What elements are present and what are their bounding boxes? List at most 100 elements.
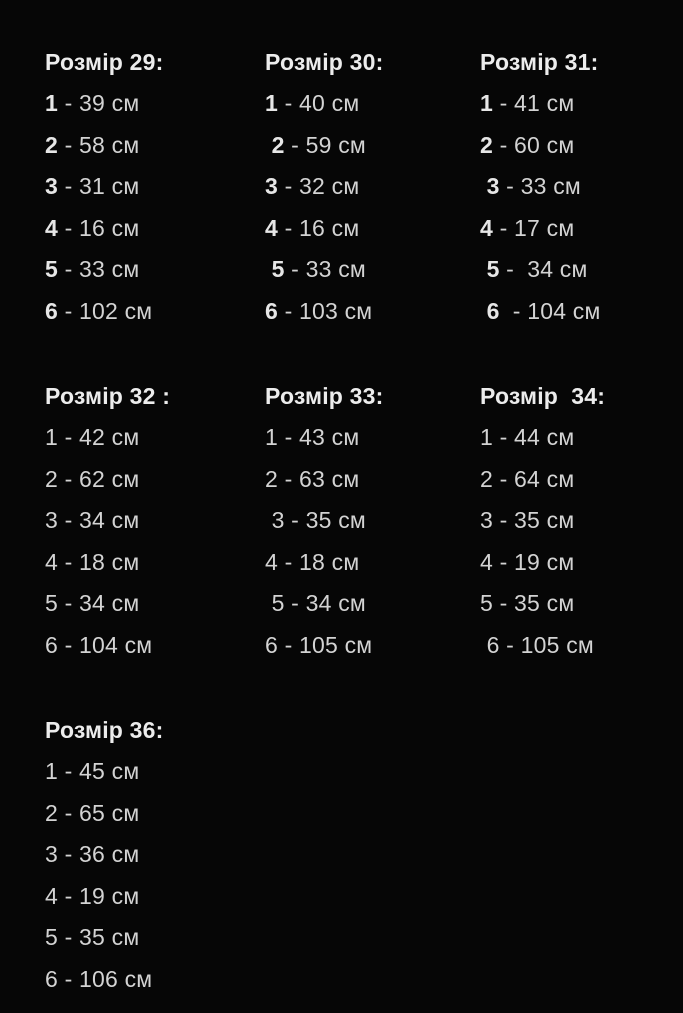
measurement-number: 2 — [45, 465, 58, 492]
measurement-row: 2 - 63 см — [265, 459, 480, 501]
measurement-value: - 40 см — [278, 90, 360, 116]
measurement-number: 6 — [480, 631, 500, 658]
measurement-row: 1 - 41 см — [480, 83, 683, 125]
size-group-31: Розмір 31: 1 - 41 см 2 - 60 см 3 - 33 см… — [480, 42, 683, 332]
measurement-number: 5 — [45, 590, 58, 616]
measurement-number: 6 — [45, 631, 58, 658]
measurement-number: 2 — [265, 465, 278, 492]
size-group-34: Розмір 34: 1 - 44 см 2 - 64 см 3 - 35 см… — [480, 376, 683, 666]
measurement-value: - 32 см — [278, 173, 360, 199]
measurement-value: - 65 см — [58, 799, 140, 826]
measurement-value: - 33 см — [58, 256, 140, 282]
measurement-row: 2 - 60 см — [480, 125, 683, 167]
size-group-29: Розмір 29: 1 - 39 см 2 - 58 см 3 - 31 см… — [45, 42, 265, 332]
measurement-number: 6 — [45, 965, 58, 992]
measurement-number: 6 — [45, 297, 58, 324]
group-title: Розмір 31: — [480, 49, 599, 75]
measurement-row: 1 - 42 см — [45, 417, 265, 459]
measurement-number: 2 — [480, 465, 493, 492]
measurement-value: - 39 см — [58, 90, 140, 116]
measurement-row: 2 - 58 см — [45, 125, 265, 167]
measurement-number: 5 — [480, 590, 493, 616]
measurement-number: 1 — [480, 90, 493, 116]
measurement-row: 1 - 44 см — [480, 417, 683, 459]
measurement-number: 5 — [45, 924, 58, 950]
measurement-number: 2 — [45, 799, 58, 826]
measurement-number: 4 — [480, 214, 493, 241]
measurement-number: 4 — [45, 548, 58, 575]
measurement-row: 6 - 105 см — [265, 625, 480, 667]
measurement-number: 4 — [45, 882, 58, 909]
measurement-number: 5 — [265, 256, 285, 282]
measurement-value: - 19 см — [493, 548, 575, 575]
group-title: Розмір 33: — [265, 383, 384, 409]
measurement-row: 4 - 19 см — [480, 542, 683, 584]
measurement-number: 3 — [480, 507, 493, 533]
measurement-number: 2 — [45, 131, 58, 158]
measurement-number: 4 — [480, 548, 493, 575]
measurement-row: 5 - 35 см — [45, 917, 265, 959]
measurement-row: 3 - 33 см — [480, 166, 683, 208]
measurement-number: 5 — [265, 590, 285, 616]
measurement-row: 5 - 33 см — [45, 249, 265, 291]
measurement-number: 4 — [265, 548, 278, 575]
measurement-row: 4 - 16 см — [265, 208, 480, 250]
measurement-value: - 34 см — [58, 590, 140, 616]
measurement-row: 1 - 45 см — [45, 751, 265, 793]
measurement-row: 4 - 19 см — [45, 876, 265, 918]
measurement-value: - 43 см — [278, 424, 360, 450]
size-group-33: Розмір 33: 1 - 43 см 2 - 63 см 3 - 35 см… — [265, 376, 480, 666]
measurement-value: - 31 см — [58, 173, 140, 199]
size-group-30: Розмір 30: 1 - 40 см 2 - 59 см 3 - 32 см… — [265, 42, 480, 332]
measurement-number: 3 — [45, 507, 58, 533]
measurement-row: 2 - 59 см — [265, 125, 480, 167]
measurement-row: 3 - 34 см — [45, 500, 265, 542]
measurement-row: 1 - 39 см — [45, 83, 265, 125]
measurement-row: 5 - 34 см — [480, 249, 683, 291]
measurement-value: - 35 см — [493, 590, 575, 616]
measurement-row: 2 - 64 см — [480, 459, 683, 501]
measurement-value: - 16 см — [58, 214, 140, 241]
size-group-36: Розмір 36: 1 - 45 см 2 - 65 см 3 - 36 см… — [45, 710, 265, 1000]
measurement-row: 4 - 18 см — [45, 542, 265, 584]
measurement-row: 1 - 40 см — [265, 83, 480, 125]
measurement-value: - 105 см — [499, 631, 594, 658]
measurement-number: 1 — [265, 90, 278, 116]
measurement-value: - 18 см — [278, 548, 360, 575]
group-title: Розмір 29: — [45, 49, 164, 75]
measurement-value: - 35 см — [493, 507, 575, 533]
measurement-number: 6 — [265, 631, 278, 658]
measurement-value: - 104 см — [499, 297, 601, 324]
measurement-number: 3 — [265, 173, 278, 199]
size-group-32: Розмір 32 : 1 - 42 см 2 - 62 см 3 - 34 с… — [45, 376, 265, 666]
measurement-row: 6 - 104 см — [45, 625, 265, 667]
measurement-number: 3 — [45, 841, 58, 867]
measurement-number: 1 — [480, 424, 493, 450]
measurement-number: 6 — [265, 297, 278, 324]
measurement-value: - 44 см — [493, 424, 575, 450]
measurement-number: 3 — [480, 173, 500, 199]
measurement-row: 1 - 43 см — [265, 417, 480, 459]
measurement-row: 5 - 34 см — [45, 583, 265, 625]
measurement-row: 2 - 62 см — [45, 459, 265, 501]
measurement-number: 4 — [45, 214, 58, 241]
measurement-number: 3 — [265, 507, 285, 533]
group-title: Розмір 30: — [265, 49, 384, 75]
measurement-value: - 34 см — [284, 590, 366, 616]
measurement-row: 6 - 104 см — [480, 291, 683, 333]
measurement-value: - 18 см — [58, 548, 140, 575]
measurement-row: 5 - 35 см — [480, 583, 683, 625]
measurement-row: 4 - 16 см — [45, 208, 265, 250]
measurement-value: - 42 см — [58, 424, 140, 450]
measurement-value: - 102 см — [58, 297, 153, 324]
measurement-row: 6 - 103 см — [265, 291, 480, 333]
measurement-row: 4 - 18 см — [265, 542, 480, 584]
measurement-value: - 35 см — [58, 924, 140, 950]
measurement-row: 3 - 35 см — [265, 500, 480, 542]
measurement-value: - 105 см — [278, 631, 373, 658]
measurement-row: 5 - 33 см — [265, 249, 480, 291]
measurement-row: 4 - 17 см — [480, 208, 683, 250]
measurement-number: 5 — [45, 256, 58, 282]
measurement-value: - 103 см — [278, 297, 373, 324]
